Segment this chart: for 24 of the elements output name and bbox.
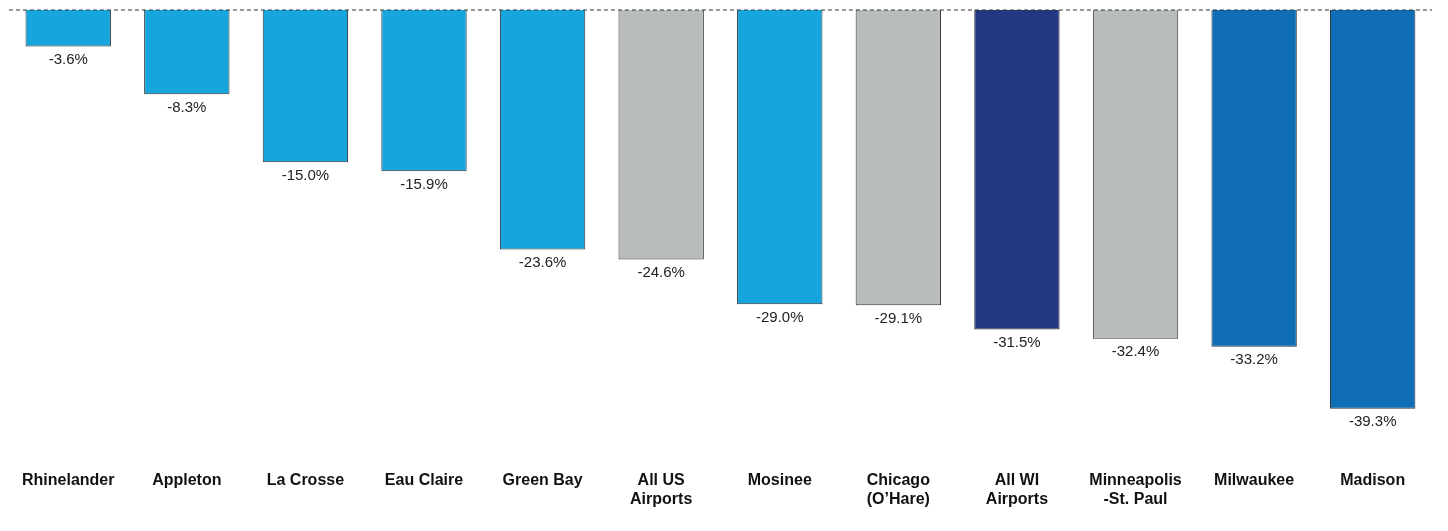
data-label: -39.3%	[1348, 412, 1397, 430]
data-label: -8.3%	[167, 97, 207, 115]
x-tick-label: La Crosse	[266, 470, 345, 488]
data-label: -33.2%	[1230, 350, 1278, 368]
x-tick-label: All US Airports	[630, 470, 693, 507]
x-tick-label: Madison	[1340, 470, 1406, 488]
data-label: -15.9%	[400, 174, 448, 192]
data-label: -3.6%	[48, 50, 88, 68]
data-label: -31.5%	[993, 333, 1041, 351]
x-tick-label: Chicago (O’Hare)	[866, 470, 931, 507]
x-tick-label: Appleton	[152, 470, 222, 488]
data-label: -23.6%	[518, 253, 567, 271]
x-tick-label: Eau Claire	[384, 470, 464, 488]
x-tick-label: Green Bay	[502, 470, 583, 488]
data-label: -32.4%	[1111, 342, 1160, 360]
x-tick-label: Mosinee	[747, 470, 812, 488]
data-label: -24.6%	[637, 263, 685, 281]
data-label: -15.0%	[281, 165, 330, 183]
data-label: -29.0%	[756, 307, 804, 325]
x-tick-label: Minneapolis -St. Paul	[1089, 470, 1182, 507]
x-tick-label: Rhinelander	[22, 470, 115, 488]
x-tick-label: Milwaukee	[1214, 470, 1295, 488]
data-label: -29.1%	[874, 308, 923, 326]
x-tick-label: All WI Airports	[985, 470, 1049, 507]
